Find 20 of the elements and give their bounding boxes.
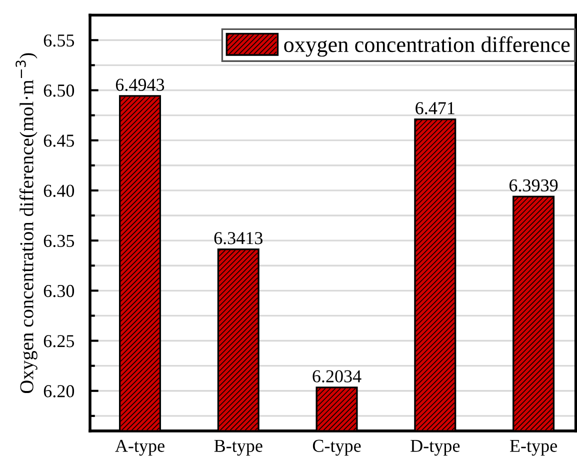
- y-tick-label: 6.45: [44, 134, 74, 147]
- y-tick-label: 6.40: [44, 184, 74, 197]
- y-tick-label: 6.25: [44, 335, 74, 348]
- x-tick-label: D-type: [410, 440, 460, 456]
- y-tick-label: 6.30: [44, 284, 74, 298]
- data-label: 6.3413: [214, 232, 262, 244]
- y-tick-label: 6.55: [44, 34, 74, 47]
- x-tick-label: A-type: [115, 440, 164, 456]
- data-label: 6.2034: [312, 370, 362, 382]
- x-tick-label: C-type: [312, 440, 361, 456]
- y-tick-label: 6.35: [44, 234, 74, 248]
- x-tick-label: B-type: [214, 440, 262, 456]
- x-tick-label: E-type: [510, 440, 557, 456]
- data-label: 6.3939: [509, 179, 558, 192]
- data-label: 6.4943: [116, 78, 164, 91]
- y-axis-title: Oxygen concentration difference(mol·m$^{−3}$): [16, 53, 38, 394]
- y-tick-label: 6.50: [44, 84, 74, 97]
- legend-label: oxygen concentration difference: [284, 36, 570, 57]
- data-label: 6.471: [416, 102, 454, 114]
- y-tick-label: 6.20: [44, 385, 74, 398]
